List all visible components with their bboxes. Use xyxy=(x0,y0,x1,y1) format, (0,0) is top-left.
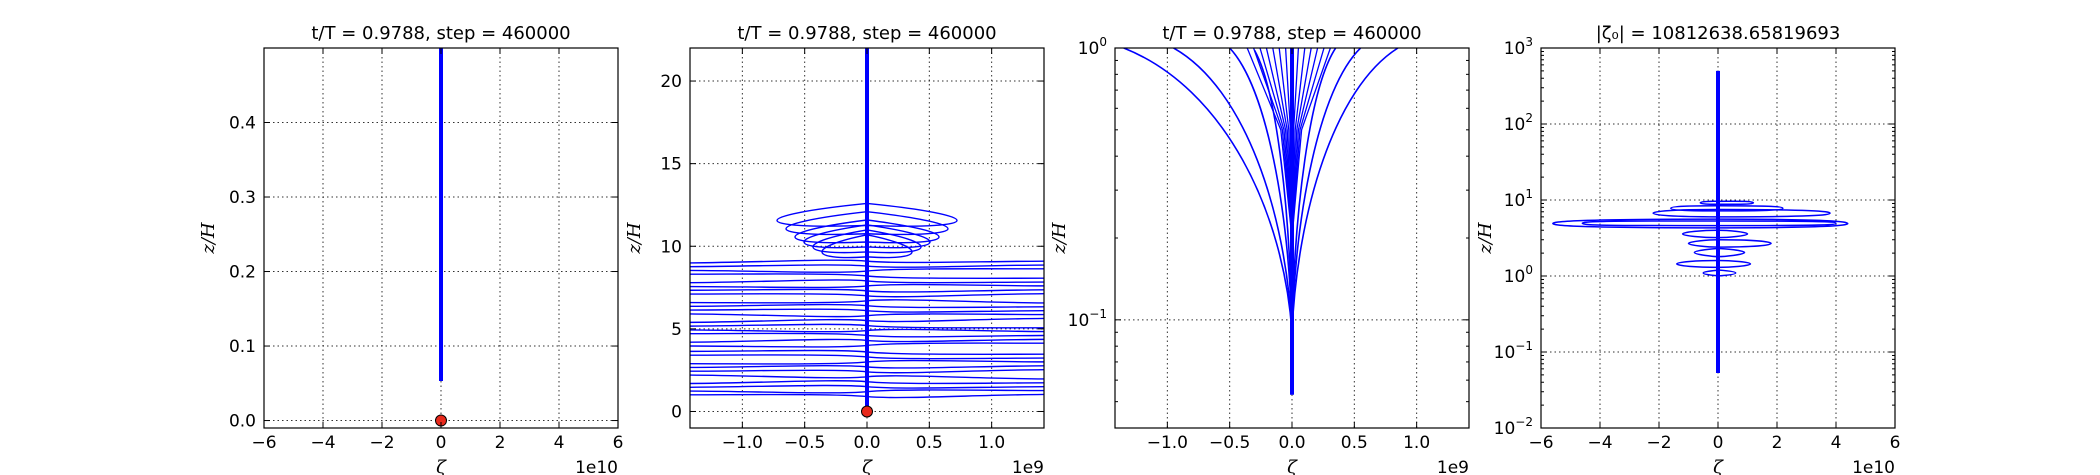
x-tick-label: −1.0 xyxy=(1147,433,1188,453)
x-tick-label: −4 xyxy=(310,433,335,453)
y-tick-label: 100 xyxy=(1078,35,1107,59)
plot-area xyxy=(690,48,1044,411)
x-tick-label: 0.5 xyxy=(1341,433,1368,453)
y-tick-exponent: 2 xyxy=(1525,111,1533,125)
x-tick-label: 0 xyxy=(436,433,447,453)
y-tick-base: 10 xyxy=(1494,419,1516,439)
y-tick-exponent: 0 xyxy=(1099,35,1107,49)
y-tick-label: 5 xyxy=(671,320,682,340)
x-tick-label: 0 xyxy=(1713,433,1724,453)
panel-2: −1.0 −0.5 0.0 0.5 1.0 0 5 10 15 20 t/T = 0.9788, s… xyxy=(624,23,1045,475)
profile-branch xyxy=(1229,48,1293,333)
y-tick-label: 100 xyxy=(1504,263,1533,287)
y-tick-label: 103 xyxy=(1504,35,1533,59)
y-axis-label: z/H xyxy=(1475,222,1496,255)
profile-branch xyxy=(1123,48,1293,333)
y-tick-label: 15 xyxy=(660,155,682,175)
profile-loop xyxy=(1581,220,1837,227)
x-tick-label: −6 xyxy=(251,433,276,453)
panel-title: t/T = 0.9788, step = 460000 xyxy=(1162,23,1421,44)
x-axis-label: ζ xyxy=(436,457,447,475)
y-tick-label: 10 xyxy=(660,237,682,257)
profile-strand xyxy=(1291,48,1332,239)
x-tick-label: 2 xyxy=(1772,433,1783,453)
y-tick-label: 102 xyxy=(1504,111,1533,135)
y-tick-label: 10−1 xyxy=(1494,339,1533,363)
y-tick-label: 0.3 xyxy=(229,188,256,208)
x-axis-label: ζ xyxy=(862,457,873,475)
y-tick-label: 0.1 xyxy=(229,337,256,357)
profile-loop xyxy=(1687,238,1772,248)
profile-branch xyxy=(1173,48,1293,333)
y-axis-label: z/H xyxy=(624,222,645,255)
x-tick-label: −4 xyxy=(1587,433,1612,453)
y-tick-base: 10 xyxy=(1068,311,1090,331)
y-tick-base: 10 xyxy=(1504,191,1526,211)
y-tick-label: 101 xyxy=(1504,187,1533,211)
x-axis-label: ζ xyxy=(1287,457,1298,475)
profile-loop xyxy=(1652,208,1831,218)
x-offset-text: 1e10 xyxy=(575,458,618,475)
profile-bump xyxy=(794,219,940,244)
x-tick-label: −2 xyxy=(1646,433,1671,453)
y-tick-base: 10 xyxy=(1504,267,1526,287)
y-tick-base: 10 xyxy=(1494,343,1516,363)
y-tick-exponent: 3 xyxy=(1525,35,1533,49)
y-tick-base: 10 xyxy=(1078,39,1100,59)
plot-area xyxy=(1123,48,1399,395)
x-tick-label: −1.0 xyxy=(722,433,763,453)
x-tick-label: −0.5 xyxy=(784,433,825,453)
y-tick-exponent: 0 xyxy=(1525,263,1533,277)
profile-bump xyxy=(785,211,949,236)
y-tick-label: 0.0 xyxy=(229,412,256,432)
x-tick-label: 1.0 xyxy=(1403,433,1430,453)
x-tick-label: 0.5 xyxy=(916,433,943,453)
panel-title: t/T = 0.9788, step = 460000 xyxy=(311,23,570,44)
x-offset-text: 1e10 xyxy=(1852,458,1895,475)
x-tick-label: 4 xyxy=(1831,433,1842,453)
x-tick-label: −0.5 xyxy=(1209,433,1250,453)
profile-branch xyxy=(1291,48,1399,333)
x-tick-label: 1.0 xyxy=(978,433,1005,453)
x-offset-text: 1e9 xyxy=(1012,458,1044,475)
x-axis-label: ζ xyxy=(1713,457,1724,475)
y-tick-label: 10−2 xyxy=(1494,415,1533,439)
y-tick-label: 0.4 xyxy=(229,114,256,134)
surface-marker xyxy=(861,405,873,418)
x-tick-label: −2 xyxy=(369,433,394,453)
x-tick-label: 0.0 xyxy=(853,433,880,453)
x-offset-text: 1e9 xyxy=(1437,458,1469,475)
x-tick-label: 4 xyxy=(554,433,565,453)
panel-1: −6 −4 −2 0 2 4 6 0.0 0.1 0.2 0.3 0.4 t/T = 0.9788, s… xyxy=(198,23,623,475)
y-tick-label: 10−1 xyxy=(1068,307,1107,331)
profile-loop xyxy=(1681,229,1749,239)
y-tick-exponent: 1 xyxy=(1525,187,1533,201)
plot-area xyxy=(1552,70,1849,373)
y-tick-base: 10 xyxy=(1504,39,1526,59)
y-tick-exponent: −1 xyxy=(1089,307,1107,321)
y-axis-label: z/H xyxy=(198,222,219,255)
x-tick-label: 2 xyxy=(495,433,506,453)
panel-title: |ζ₀| = 10812638.65819693 xyxy=(1596,23,1841,44)
y-tick-label: 0.2 xyxy=(229,263,256,283)
y-tick-exponent: −2 xyxy=(1515,415,1533,429)
x-tick-label: −6 xyxy=(1528,433,1553,453)
panel-title: t/T = 0.9788, step = 460000 xyxy=(737,23,996,44)
y-tick-base: 10 xyxy=(1504,115,1526,135)
x-tick-label: 0.0 xyxy=(1278,433,1305,453)
y-tick-exponent: −1 xyxy=(1515,339,1533,353)
profile-branch xyxy=(1291,48,1362,333)
x-tick-label: 6 xyxy=(613,433,624,453)
profile-bump xyxy=(803,224,931,249)
y-tick-label: 20 xyxy=(660,72,682,92)
y-tick-label: 0 xyxy=(671,402,682,422)
profile-loop xyxy=(1675,259,1752,269)
profile-bump xyxy=(776,202,958,227)
y-axis-label: z/H xyxy=(1049,222,1070,255)
x-tick-label: 6 xyxy=(1890,433,1901,453)
profile-loop xyxy=(1699,200,1755,206)
